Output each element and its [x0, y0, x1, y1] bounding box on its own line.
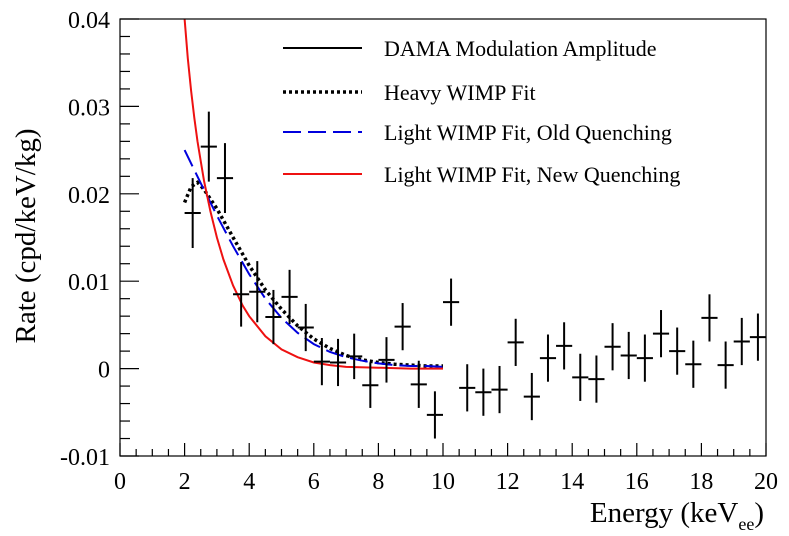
- y-axis-label: Rate (cpd/keV/kg): [10, 128, 42, 343]
- data-point: [491, 365, 508, 414]
- x-tick-label-0: 0: [114, 469, 126, 495]
- data-point: [539, 334, 557, 382]
- data-point: [669, 327, 686, 375]
- data-point: [216, 143, 234, 214]
- data-point: [685, 340, 702, 388]
- data-point: [749, 313, 766, 361]
- data-point: [620, 331, 637, 380]
- data-point: [507, 318, 524, 366]
- data-point: [265, 289, 282, 345]
- data-point: [652, 310, 670, 358]
- data-point: [362, 362, 379, 408]
- y-tick-label-1: 0: [98, 358, 110, 384]
- legend-label-heavy-wimp: Heavy WIMP Fit: [384, 80, 536, 105]
- fit-curve-dashed-1: [183, 149, 444, 368]
- data-point: [297, 303, 314, 352]
- y-axis-ticks: -0.01 0 0.01 0.02 0.03 0.04: [60, 8, 139, 471]
- data-point: [701, 294, 718, 342]
- data-point: [346, 333, 363, 380]
- legend-label-light-new: Light WIMP Fit, New Quenching: [384, 162, 680, 187]
- x-tick-label-3: 6: [308, 469, 320, 495]
- x-tick-label-1: 2: [179, 469, 191, 495]
- legend-label-light-old: Light WIMP Fit, Old Quenching: [384, 120, 672, 145]
- y-tick-label-5: 0.04: [68, 8, 110, 34]
- x-tick-label-10: 20: [754, 469, 778, 495]
- data-point: [426, 391, 443, 439]
- x-axis-label: Energy (keVee): [590, 497, 764, 534]
- x-tick-label-9: 18: [689, 469, 713, 495]
- y-tick-label-4: 0.03: [68, 95, 110, 121]
- legend-label-dama: DAMA Modulation Amplitude: [384, 36, 657, 61]
- x-tick-label-7: 14: [560, 469, 584, 495]
- data-point: [184, 178, 201, 248]
- x-axis-ticks: 0 2 4 6 8 10 12 14 16 18 20: [114, 443, 778, 495]
- data-point: [394, 303, 411, 351]
- data-point: [604, 323, 621, 371]
- data-point: [572, 353, 589, 401]
- x-tick-label-8: 16: [625, 469, 649, 495]
- x-tick-label-6: 12: [496, 469, 520, 495]
- data-point: [523, 372, 540, 421]
- data-point: [475, 368, 492, 416]
- data-point: [249, 261, 266, 323]
- data-point: [281, 269, 298, 325]
- data-point: [636, 334, 653, 382]
- data-point: [443, 278, 460, 326]
- data-point: [733, 317, 750, 366]
- data-points: [184, 111, 766, 439]
- data-point: [556, 322, 573, 370]
- y-tick-label-2: 0.01: [68, 270, 110, 296]
- x-tick-label-5: 10: [431, 469, 455, 495]
- data-point: [378, 337, 395, 383]
- data-point: [233, 261, 250, 327]
- data-point: [459, 364, 476, 412]
- x-tick-label-2: 4: [243, 469, 255, 495]
- y-tick-label-0: -0.01: [60, 445, 110, 471]
- data-point: [717, 341, 734, 389]
- y-tick-label-3: 0.02: [68, 183, 110, 209]
- data-point: [410, 360, 427, 408]
- data-point: [313, 338, 330, 386]
- data-point: [329, 338, 347, 387]
- data-point: [588, 355, 605, 403]
- legend: DAMA Modulation Amplitude Heavy WIMP Fit…: [283, 36, 680, 187]
- data-point: [200, 111, 217, 182]
- x-tick-label-4: 8: [372, 469, 384, 495]
